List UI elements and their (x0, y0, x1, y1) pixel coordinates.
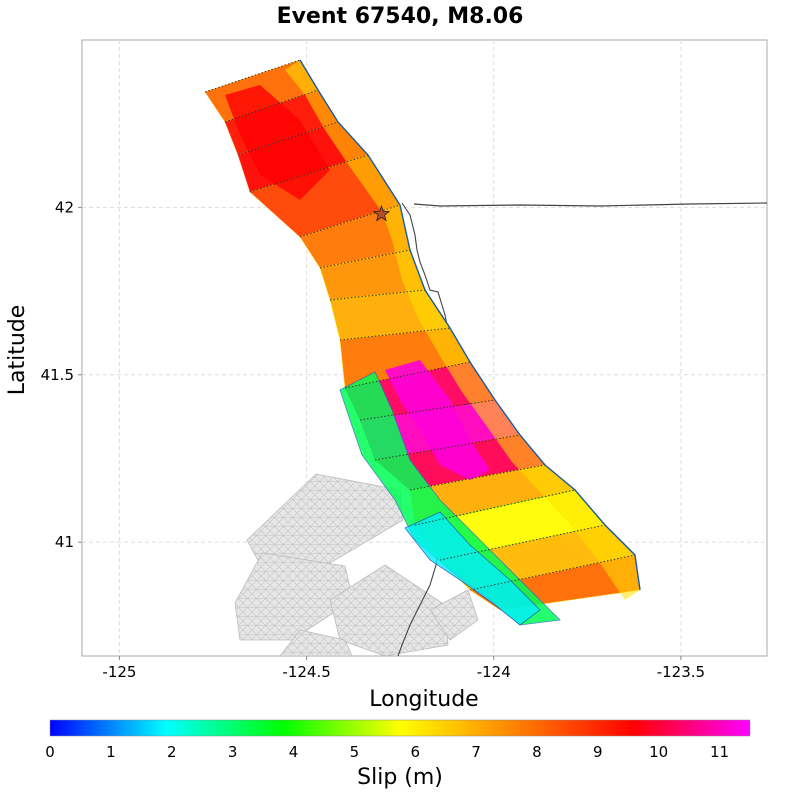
rupture-downdip-zone (285, 60, 640, 600)
y-tick-label: 42 (55, 198, 74, 216)
colorbar-tick-label: 11 (710, 743, 729, 761)
section-boundary (344, 361, 471, 389)
colorbar-tick-label: 2 (167, 743, 177, 761)
rupture-high-slip-north (225, 85, 330, 200)
y-tick-label: 41.5 (41, 366, 74, 384)
colorbar-tick-label: 9 (593, 743, 603, 761)
x-tick-label: -124.5 (282, 663, 330, 681)
colorbar-tick-label: 4 (289, 743, 299, 761)
rupture-branch (339, 371, 561, 626)
y-axis-ticks: 41 41.5 42 (41, 198, 82, 551)
rupture-branch-low (404, 511, 541, 626)
map-layer (204, 59, 767, 656)
colorbar-tick-label: 10 (649, 743, 668, 761)
chart-title: Event 67540, M8.06 (277, 4, 524, 29)
y-axis-label: Latitude (5, 305, 30, 396)
colorbar-tick-label: 1 (106, 743, 116, 761)
section-boundary (204, 59, 301, 93)
colorbar: 0 1 2 3 4 5 6 7 8 9 10 11 Slip (m) (45, 719, 751, 790)
section-boundary (237, 121, 339, 156)
plot-area (81, 39, 768, 657)
background-fault-section (279, 629, 353, 656)
colorbar-tick-label: 3 (228, 743, 238, 761)
x-axis-label: Longitude (369, 687, 478, 712)
y-tick-label: 41 (55, 533, 74, 551)
rupture-high-slip-core (385, 360, 490, 480)
section-boundary (414, 489, 576, 526)
background-fault-section (429, 589, 479, 641)
colorbar-tick-label: 5 (350, 743, 360, 761)
coastline-south (397, 539, 441, 656)
colorbar-tick-label: 8 (532, 743, 542, 761)
state-boundary-line (413, 202, 767, 207)
colorbar-label: Slip (m) (357, 765, 443, 790)
section-boundary (319, 249, 411, 269)
x-axis-ticks: -125 -124.5 -124 -123.5 (102, 656, 705, 681)
section-boundary (339, 327, 451, 341)
colorbar-ticks: 0 1 2 3 4 5 6 7 8 9 10 11 (45, 743, 729, 761)
section-boundary (439, 524, 606, 561)
x-tick-label: -123.5 (657, 663, 705, 681)
colorbar-tick-label: 7 (471, 743, 481, 761)
section-boundary (224, 89, 319, 123)
x-tick-label: -124 (477, 663, 511, 681)
hypocenter-star-icon (372, 204, 391, 222)
section-boundary (469, 554, 636, 591)
rupture-deep-edge (299, 59, 641, 591)
colorbar-tick-label: 6 (410, 743, 420, 761)
x-tick-label: -125 (102, 663, 136, 681)
colorbar-tick-label: 0 (45, 743, 55, 761)
section-boundary (374, 434, 521, 461)
colorbar-bar (49, 719, 751, 737)
